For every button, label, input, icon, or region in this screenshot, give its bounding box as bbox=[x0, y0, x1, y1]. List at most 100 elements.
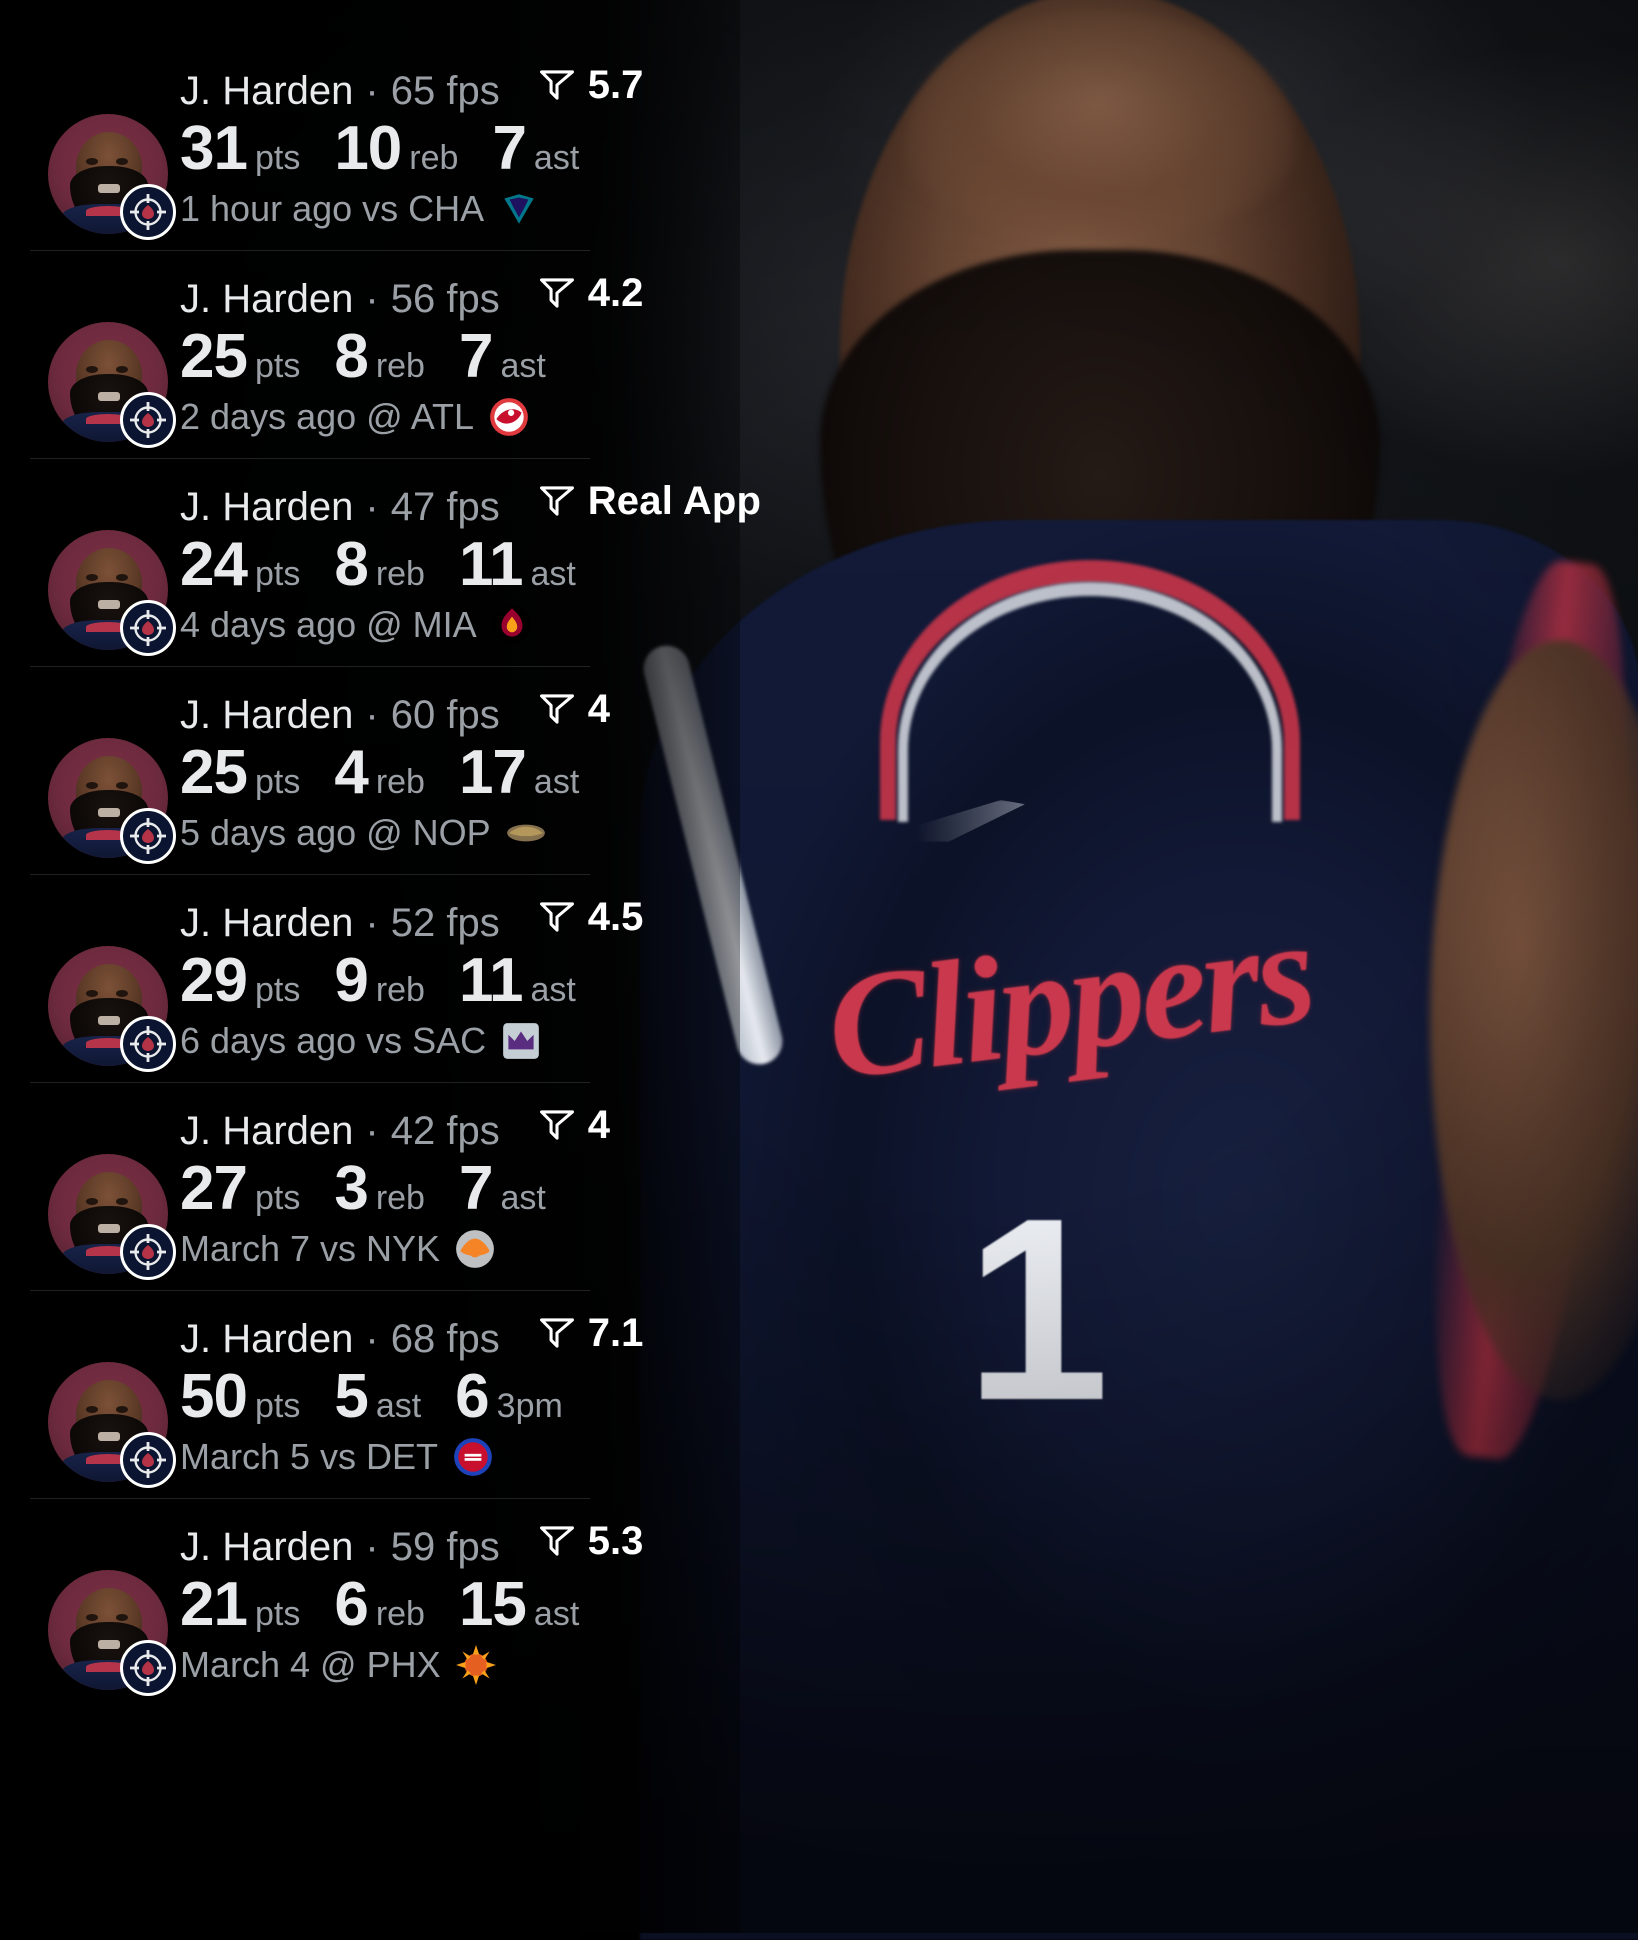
game-log-row[interactable]: J. Harden · 42 fps 4 27 pts 3 reb 7 ast March 7 vs… bbox=[0, 1082, 740, 1290]
row-divider bbox=[30, 666, 590, 667]
rating-value: 4.2 bbox=[587, 271, 644, 315]
player-name: J. Harden bbox=[180, 69, 354, 113]
game-date-line: 2 days ago @ ATL bbox=[180, 396, 740, 438]
stat-item: 10 reb bbox=[334, 118, 458, 180]
game-log-row[interactable]: J. Harden · 60 fps 4 25 pts 4 reb 17 ast 5 days ag… bbox=[0, 666, 740, 874]
pennant-icon bbox=[538, 1314, 576, 1352]
stat-line: 29 pts 9 reb 11 ast bbox=[180, 950, 740, 1012]
rating-group: 5.3 bbox=[538, 1519, 644, 1563]
pennant-icon bbox=[538, 1522, 576, 1560]
avatar-eye-left bbox=[86, 366, 98, 373]
pennant-icon bbox=[538, 482, 576, 520]
clippers-team-logo-icon bbox=[120, 808, 176, 864]
avatar-smile bbox=[98, 1224, 120, 1233]
row-meta-line: J. Harden · 52 fps 4.5 bbox=[180, 896, 740, 944]
row-meta-line: J. Harden · 42 fps 4 bbox=[180, 1104, 740, 1152]
avatar-eye-right bbox=[116, 1406, 128, 1413]
player-name: J. Harden bbox=[180, 485, 354, 529]
knicks-logo-icon bbox=[454, 1228, 496, 1270]
stat-value: 24 bbox=[180, 530, 248, 599]
meta-separator: · bbox=[365, 901, 379, 945]
avatar-eye-right bbox=[116, 574, 128, 581]
row-divider bbox=[30, 1290, 590, 1291]
stat-label: reb bbox=[375, 1179, 425, 1217]
rating-value: 5.3 bbox=[587, 1519, 644, 1563]
row-divider bbox=[30, 874, 590, 875]
rating-value: 4 bbox=[587, 1103, 610, 1147]
avatar-eye-right bbox=[116, 1198, 128, 1205]
game-date-line: 5 days ago @ NOP bbox=[180, 812, 740, 854]
stat-label: ast bbox=[533, 763, 580, 801]
stat-label: reb bbox=[375, 971, 425, 1009]
player-avatar[interactable] bbox=[48, 738, 168, 858]
stat-value: 15 bbox=[458, 1570, 527, 1639]
meta-separator: · bbox=[365, 1109, 379, 1153]
stat-item: 25 pts bbox=[180, 326, 300, 388]
stat-item: 8 reb bbox=[334, 326, 425, 388]
stat-label: pts bbox=[254, 971, 301, 1009]
game-log-row[interactable]: J. Harden · 52 fps 4.5 29 pts 9 reb 11 ast 6 days … bbox=[0, 874, 740, 1082]
rating-group: 7.1 bbox=[538, 1311, 644, 1355]
avatar-smile bbox=[98, 184, 120, 193]
stat-label: ast bbox=[530, 971, 576, 1009]
rating-group: 4 bbox=[538, 688, 610, 730]
fps-value: 42 fps bbox=[390, 1109, 500, 1153]
game-log-row[interactable]: J. Harden · 65 fps 5.7 31 pts 10 reb 7 ast 1 hour … bbox=[0, 42, 740, 250]
stat-value: 50 bbox=[180, 1362, 248, 1431]
avatar-smile bbox=[98, 1640, 120, 1649]
rating-value: 7.1 bbox=[587, 1311, 644, 1355]
stat-label: ast bbox=[530, 555, 576, 593]
stat-line: 50 pts 5 ast 6 3pm bbox=[180, 1366, 740, 1428]
avatar-smile bbox=[98, 1432, 120, 1441]
row-meta-line: J. Harden · 56 fps 4.2 bbox=[180, 272, 740, 320]
pennant-icon bbox=[538, 690, 576, 728]
stat-item: 4 reb bbox=[334, 742, 425, 804]
game-log-row[interactable]: J. Harden · 47 fps Real App 24 pts 8 reb 11 ast 4 … bbox=[0, 458, 761, 666]
pelicans-logo-icon bbox=[505, 812, 547, 854]
rating-value: 4 bbox=[587, 687, 610, 731]
pennant-icon bbox=[538, 1106, 576, 1144]
stat-item: 11 ast bbox=[459, 950, 576, 1012]
stat-value: 17 bbox=[458, 738, 527, 807]
stat-label: pts bbox=[254, 1595, 301, 1633]
stat-item: 24 pts bbox=[180, 534, 300, 596]
hornets-logo-icon bbox=[498, 188, 540, 230]
stat-value: 6 bbox=[334, 1570, 368, 1639]
row-divider bbox=[30, 250, 590, 251]
game-log-list[interactable]: J. Harden · 65 fps 5.7 31 pts 10 reb 7 ast 1 hour … bbox=[0, 42, 761, 1706]
stat-item: 50 pts bbox=[180, 1366, 300, 1428]
row-divider bbox=[30, 1082, 590, 1083]
game-date-line: March 4 @ PHX bbox=[180, 1644, 740, 1686]
stat-label: ast bbox=[375, 1387, 422, 1425]
game-date-text: 2 days ago @ ATL bbox=[180, 396, 475, 437]
meta-separator: · bbox=[365, 1525, 379, 1569]
stat-value: 25 bbox=[180, 322, 248, 391]
stat-label: 3pm bbox=[496, 1387, 563, 1425]
game-log-row[interactable]: J. Harden · 56 fps 4.2 25 pts 8 reb 7 ast 2 days a… bbox=[0, 250, 740, 458]
fps-value: 59 fps bbox=[390, 1525, 500, 1569]
pennant-icon bbox=[538, 274, 576, 312]
rating-group: 4.2 bbox=[538, 271, 644, 315]
avatar-eye-right bbox=[116, 158, 128, 165]
game-log-row[interactable]: J. Harden · 68 fps 7.1 50 pts 5 ast 6 3pm March 5 … bbox=[0, 1290, 740, 1498]
pistons-logo-icon bbox=[452, 1436, 494, 1478]
stat-line: 25 pts 4 reb 17 ast bbox=[180, 742, 740, 804]
game-date-text: 5 days ago @ NOP bbox=[180, 812, 491, 853]
player-avatar[interactable] bbox=[48, 322, 168, 442]
stat-label: reb bbox=[409, 139, 459, 177]
game-log-row[interactable]: J. Harden · 59 fps 5.3 21 pts 6 reb 15 ast March 4… bbox=[0, 1498, 740, 1706]
fps-value: 56 fps bbox=[390, 277, 500, 321]
game-date-text: March 7 vs NYK bbox=[180, 1228, 441, 1269]
game-date-text: 1 hour ago vs CHA bbox=[180, 188, 485, 229]
stat-value: 3 bbox=[334, 1154, 368, 1223]
stat-item: 29 pts bbox=[180, 950, 300, 1012]
stat-item: 7 ast bbox=[459, 1158, 546, 1220]
avatar-eye-left bbox=[86, 1406, 98, 1413]
stat-label: pts bbox=[254, 139, 301, 177]
meta-separator: · bbox=[365, 277, 379, 321]
game-date-line: 1 hour ago vs CHA bbox=[180, 188, 740, 230]
stat-label: pts bbox=[254, 555, 301, 593]
game-date-text: 4 days ago @ MIA bbox=[180, 604, 477, 645]
stat-line: 21 pts 6 reb 15 ast bbox=[180, 1574, 740, 1636]
game-date-line: 4 days ago @ MIA bbox=[180, 604, 740, 646]
